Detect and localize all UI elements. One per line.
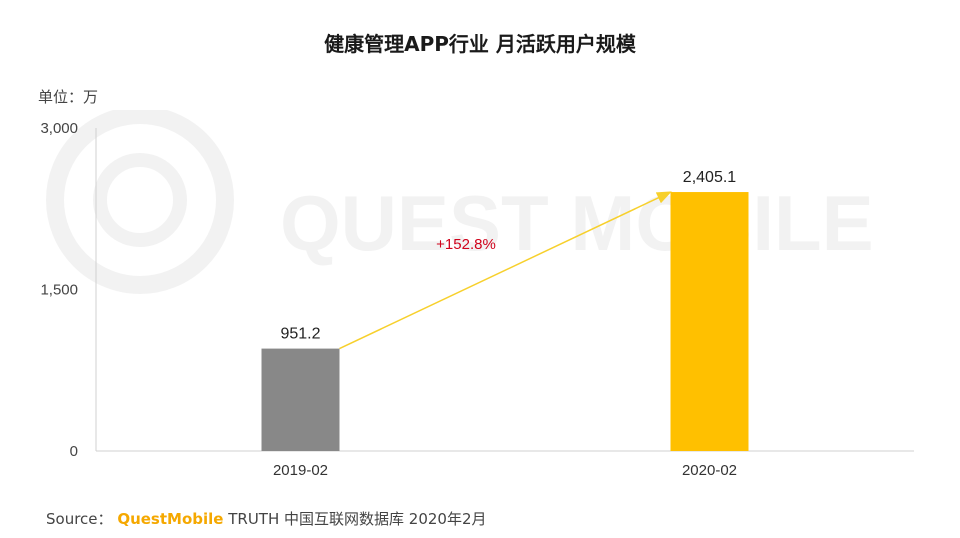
source-note: Source： QuestMobile TRUTH 中国互联网数据库 2020年…	[46, 508, 487, 529]
chart-title: 健康管理APP行业 月活跃用户规模	[324, 32, 636, 56]
y-tick-label: 0	[70, 443, 78, 460]
y-tick-label: 3,000	[40, 120, 78, 137]
bar-value-label: 2,405.1	[683, 169, 736, 186]
bar-2020-02	[670, 192, 749, 451]
unit-label: 单位：万	[38, 88, 99, 106]
y-tick-label: 1,500	[40, 282, 78, 299]
x-tick-label: 2020-02	[682, 462, 737, 479]
source-prefix: Source：	[46, 510, 113, 528]
growth-arrow	[339, 191, 672, 350]
source-rest: TRUTH 中国互联网数据库 2020年2月	[228, 510, 487, 528]
x-tick-label: 2019-02	[273, 462, 328, 479]
source-brand: QuestMobile	[117, 510, 224, 528]
bar-2019-02	[261, 348, 340, 451]
watermark-logo: QUEST MOBILE	[46, 110, 874, 294]
bar-value-label: 951.2	[280, 326, 320, 343]
watermark-text: QUEST MOBILE	[280, 179, 874, 267]
growth-rate-label: +152.8%	[436, 236, 496, 253]
